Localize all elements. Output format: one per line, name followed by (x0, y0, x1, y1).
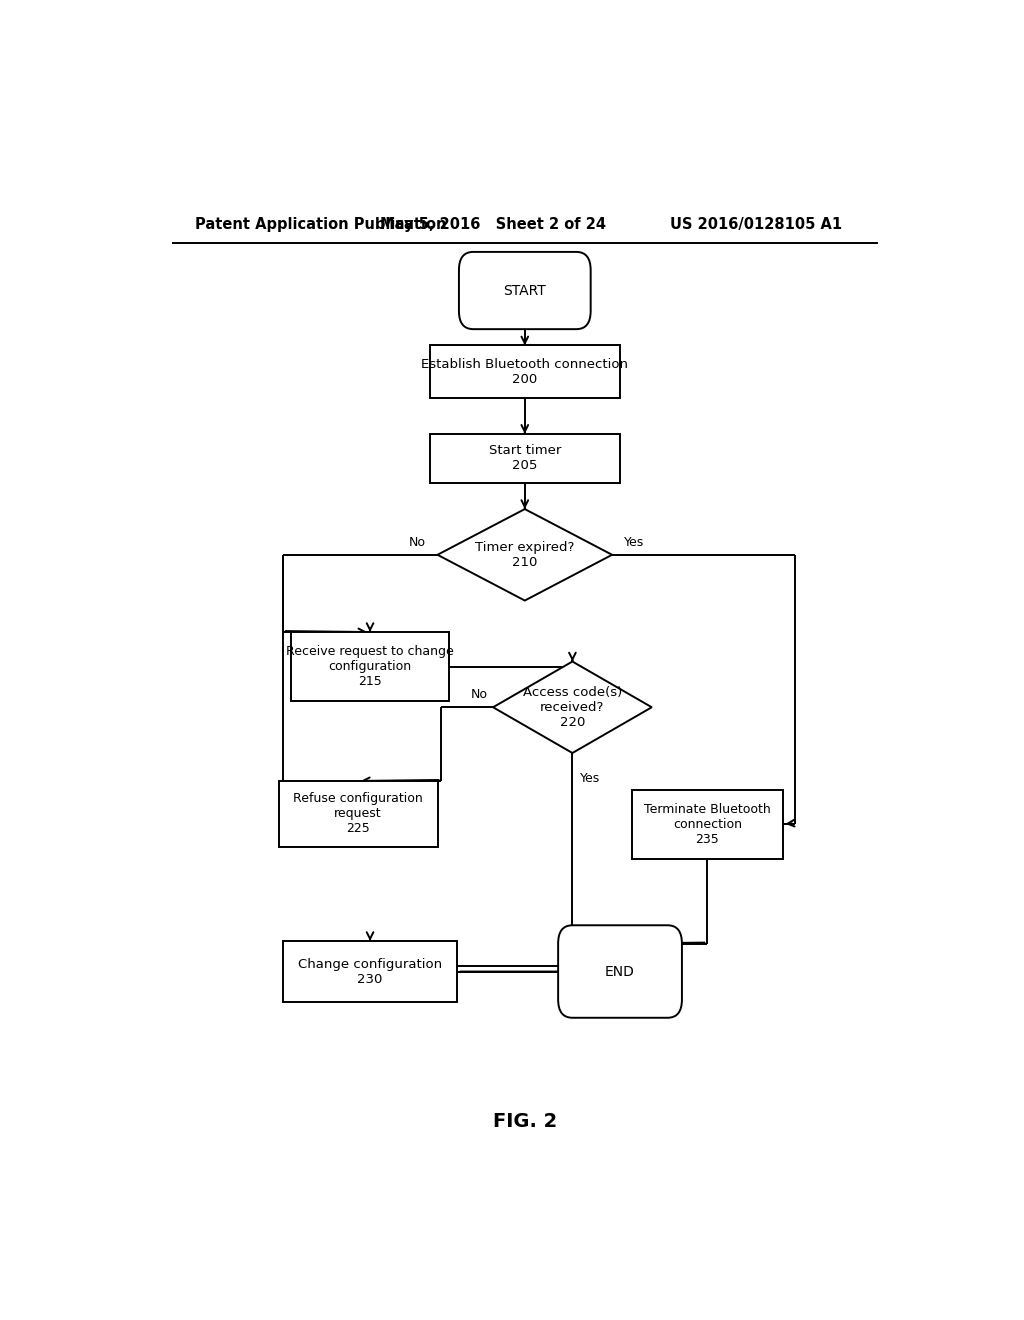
Text: Patent Application Publication: Patent Application Publication (196, 216, 446, 232)
Text: Yes: Yes (580, 772, 600, 785)
Text: May 5, 2016   Sheet 2 of 24: May 5, 2016 Sheet 2 of 24 (380, 216, 606, 232)
FancyBboxPatch shape (459, 252, 591, 329)
Text: Yes: Yes (625, 536, 644, 549)
Text: Establish Bluetooth connection
200: Establish Bluetooth connection 200 (421, 358, 629, 385)
Polygon shape (437, 510, 612, 601)
Bar (430, 434, 621, 483)
Text: END: END (605, 965, 635, 978)
Text: US 2016/0128105 A1: US 2016/0128105 A1 (670, 216, 842, 232)
FancyBboxPatch shape (558, 925, 682, 1018)
Text: Terminate Bluetooth
connection
235: Terminate Bluetooth connection 235 (644, 803, 771, 846)
Text: Timer expired?
210: Timer expired? 210 (475, 541, 574, 569)
Text: Change configuration
230: Change configuration 230 (298, 957, 442, 986)
Bar (283, 941, 458, 1002)
Text: Access code(s)
received?
220: Access code(s) received? 220 (523, 686, 622, 729)
Bar (291, 632, 450, 701)
Text: No: No (470, 688, 487, 701)
Bar (279, 781, 437, 847)
Text: Refuse configuration
request
225: Refuse configuration request 225 (293, 792, 423, 836)
Text: FIG. 2: FIG. 2 (493, 1113, 557, 1131)
Text: START: START (504, 284, 546, 297)
Bar (430, 346, 621, 399)
Polygon shape (494, 661, 652, 752)
Text: Receive request to change
configuration
215: Receive request to change configuration … (286, 645, 454, 688)
Text: No: No (410, 536, 426, 549)
Bar (632, 789, 782, 859)
Text: Start timer
205: Start timer 205 (488, 445, 561, 473)
